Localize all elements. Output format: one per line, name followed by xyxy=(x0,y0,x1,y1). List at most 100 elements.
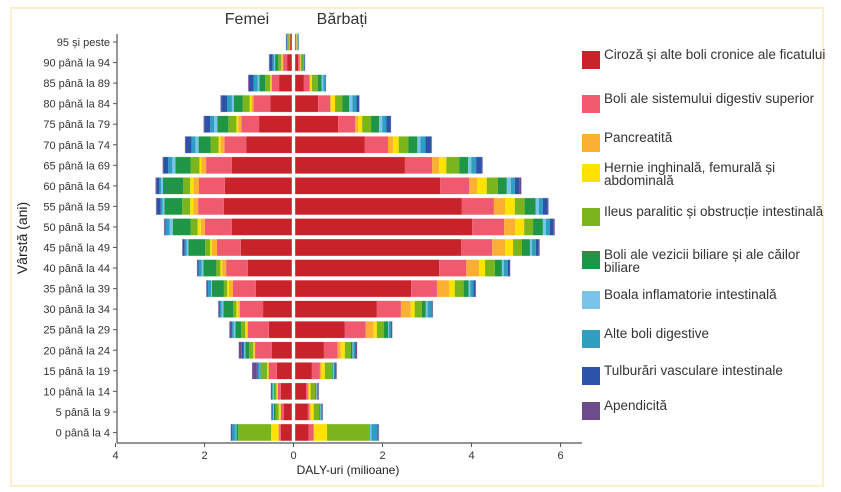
bar-segment-male xyxy=(524,218,534,236)
bar-segment-female xyxy=(241,341,244,359)
bar-segment-male xyxy=(295,156,405,174)
bar-segment-male xyxy=(295,74,304,92)
bar-segment-female xyxy=(278,54,282,72)
bar-segment-male xyxy=(513,239,522,256)
bar-segment-female xyxy=(232,280,256,298)
bar-segment-female xyxy=(235,423,237,441)
bar-segment-female xyxy=(227,280,229,298)
bar-segment-female xyxy=(263,300,292,318)
bars-group xyxy=(155,32,556,443)
bar-outline-male xyxy=(294,156,484,175)
bar-segment-female xyxy=(247,321,269,339)
bar-segment-female xyxy=(290,33,292,51)
legend-label: Tulburări vasculare intestinale xyxy=(604,363,783,378)
bar-segment-female xyxy=(220,95,222,113)
bar-segment-male xyxy=(493,197,506,215)
bar-segment-female xyxy=(271,423,279,441)
bar-segment-male xyxy=(295,54,299,72)
bar-segment-female xyxy=(233,300,237,318)
bar-segment-female xyxy=(267,362,269,380)
bar-segment-male xyxy=(352,95,357,113)
bar-segment-male xyxy=(531,239,536,256)
legend-swatch xyxy=(582,51,600,69)
bar-segment-male xyxy=(468,156,472,174)
y-tick-label: 10 până la 14 xyxy=(43,386,110,398)
bar-segment-female xyxy=(279,74,292,92)
bar-segment-male xyxy=(421,300,426,318)
bar-segment-male xyxy=(388,136,393,154)
bar-segment-female xyxy=(278,423,280,441)
bar-segment-female xyxy=(268,362,277,380)
bar-segment-female xyxy=(163,156,169,174)
bar-segment-male xyxy=(486,177,498,195)
bar-segment-female xyxy=(269,54,273,72)
y-tick-label: 35 până la 39 xyxy=(43,284,110,296)
bar-segment-male xyxy=(310,382,316,400)
bar-segment-female xyxy=(239,300,264,318)
bar-segment-female xyxy=(168,156,173,174)
bar-segment-female xyxy=(223,280,228,298)
bar-segment-female xyxy=(198,177,225,195)
bar-segment-male xyxy=(425,300,428,318)
bar-outline-female xyxy=(155,197,293,216)
legend-label: Apendicită xyxy=(604,398,668,413)
bar-segment-female xyxy=(253,95,271,113)
bar-segment-female xyxy=(278,403,281,421)
bar-segment-female xyxy=(260,362,262,380)
bar-segment-male xyxy=(311,362,320,380)
bar-segment-male xyxy=(545,218,550,236)
y-tick-label: 65 până la 69 xyxy=(43,160,110,172)
y-tick-label: 40 până la 44 xyxy=(43,263,110,275)
bar-segment-female xyxy=(220,259,223,277)
legend-item: Boala inflamatorie intestinală xyxy=(582,288,826,309)
bar-segment-male xyxy=(411,280,437,298)
bar-segment-male xyxy=(295,403,308,421)
legend-swatch xyxy=(582,330,600,348)
bar-segment-female xyxy=(210,239,212,256)
bar-segment-male xyxy=(388,321,389,339)
bar-segment-female xyxy=(185,136,192,154)
bar-segment-male xyxy=(388,321,391,339)
bar-segment-female xyxy=(231,423,233,441)
bar-segment-male xyxy=(295,115,339,133)
bar-segment-female xyxy=(219,300,222,318)
bar-segment-female xyxy=(285,33,287,51)
bar-segment-male xyxy=(317,74,322,92)
bar-segment-female xyxy=(274,382,277,400)
bar-segment-male xyxy=(503,259,508,277)
bar-segment-female xyxy=(182,177,191,195)
bar-segment-female xyxy=(245,341,250,359)
bar-outline-female xyxy=(205,279,293,298)
bar-segment-male xyxy=(475,280,477,298)
bar-segment-male xyxy=(362,115,372,133)
bar-segment-female xyxy=(287,54,292,72)
bar-segment-female xyxy=(211,280,212,298)
bar-segment-female xyxy=(245,321,248,339)
bar-outline-female xyxy=(181,238,293,257)
bar-segment-male xyxy=(476,156,482,174)
bar-segment-male xyxy=(391,321,393,339)
bar-segment-female xyxy=(182,239,183,256)
bar-segment-male xyxy=(327,423,369,441)
bar-segment-male xyxy=(344,321,366,339)
bar-outline-male xyxy=(294,361,338,380)
bar-segment-female xyxy=(207,280,212,298)
bar-outline-male xyxy=(294,403,324,421)
bar-segment-male xyxy=(315,382,317,400)
bar-segment-female xyxy=(198,197,224,215)
y-tick-label: 20 până la 24 xyxy=(43,345,110,357)
bar-segment-male xyxy=(538,197,543,215)
bar-segment-male xyxy=(398,136,409,154)
bar-segment-female xyxy=(190,197,194,215)
bar-segment-male xyxy=(295,239,461,256)
bar-segment-female xyxy=(201,259,204,277)
bar-outline-female xyxy=(203,115,293,133)
bar-segment-female xyxy=(219,300,220,318)
bar-segment-male xyxy=(417,136,421,154)
bar-segment-male xyxy=(311,74,318,92)
bar-segment-female xyxy=(242,95,250,113)
bar-segment-male xyxy=(324,362,332,380)
bar-segment-female xyxy=(279,423,281,441)
bar-segment-male xyxy=(323,74,326,92)
